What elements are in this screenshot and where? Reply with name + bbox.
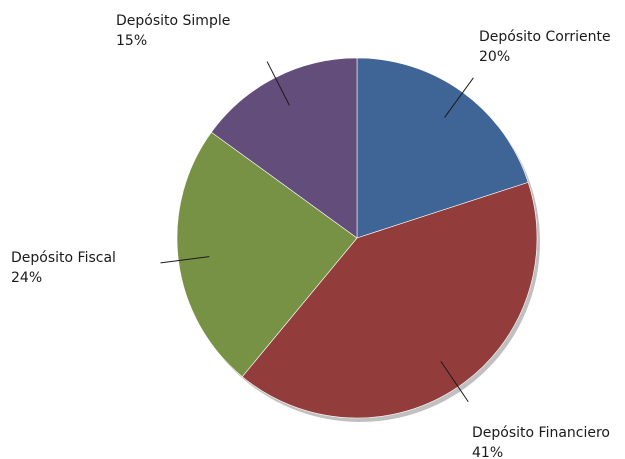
pie-slices: [176, 57, 540, 422]
leader-lines: [160, 61, 474, 403]
slice-pct-deposito-fiscal: 24%: [11, 270, 42, 286]
slice-label-deposito-corriente: Depósito Corriente: [479, 29, 611, 45]
slice-pct-deposito-simple: 15%: [116, 33, 147, 49]
leader-line-3: [266, 61, 290, 106]
slice-pct-deposito-corriente: 20%: [479, 49, 510, 65]
leader-line-0: [444, 77, 474, 118]
slice-pct-deposito-financiero: 41%: [472, 445, 503, 459]
slice-label-deposito-simple: Depósito Simple: [116, 13, 230, 29]
slice-label-deposito-fiscal: Depósito Fiscal: [11, 250, 116, 266]
leader-line-2: [160, 256, 210, 264]
slice-label-deposito-financiero: Depósito Financiero: [472, 425, 610, 441]
leader-line-1: [440, 360, 469, 403]
